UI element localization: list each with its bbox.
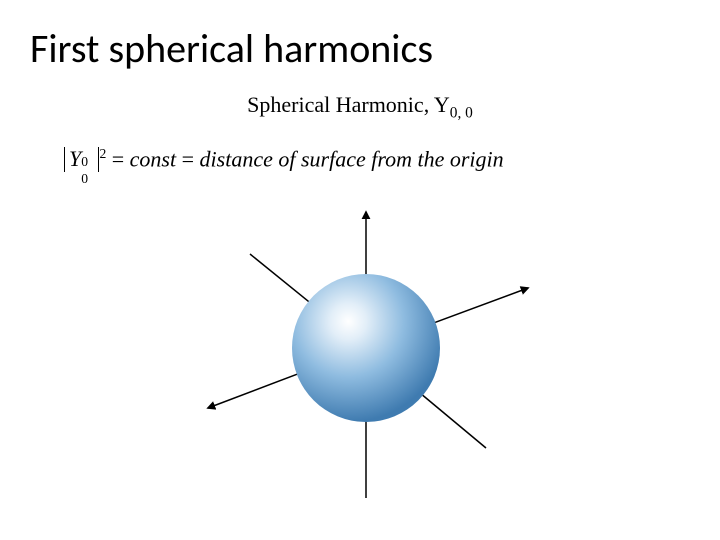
sphere-figure	[176, 198, 556, 528]
axis-x-left	[208, 374, 297, 408]
subtitle: Spherical Harmonic, Y0, 0	[0, 92, 720, 122]
eq-const: const	[130, 146, 176, 171]
eq-eq2: =	[176, 146, 199, 171]
slide: First spherical harmonics Spherical Harm…	[0, 0, 720, 540]
eq-eq1: =	[106, 146, 129, 171]
axis-y-back	[423, 395, 486, 448]
eq-Y-sub: 0	[81, 171, 88, 186]
subtitle-prefix: Spherical Harmonic, Y	[247, 92, 450, 117]
eq-abs: Y00	[64, 147, 99, 171]
eq-Y-sup: 0	[81, 154, 88, 169]
axis-y-front	[250, 254, 309, 301]
page-title: First spherical harmonics	[30, 24, 433, 73]
subtitle-sub: 0, 0	[450, 104, 473, 121]
eq-rhs: distance of surface from the origin	[200, 146, 504, 171]
eq-Y: Y	[69, 146, 81, 171]
equation: Y002 = const = distance of surface from …	[64, 146, 504, 172]
sphere-svg	[176, 198, 556, 528]
axis-x-right	[435, 288, 528, 322]
